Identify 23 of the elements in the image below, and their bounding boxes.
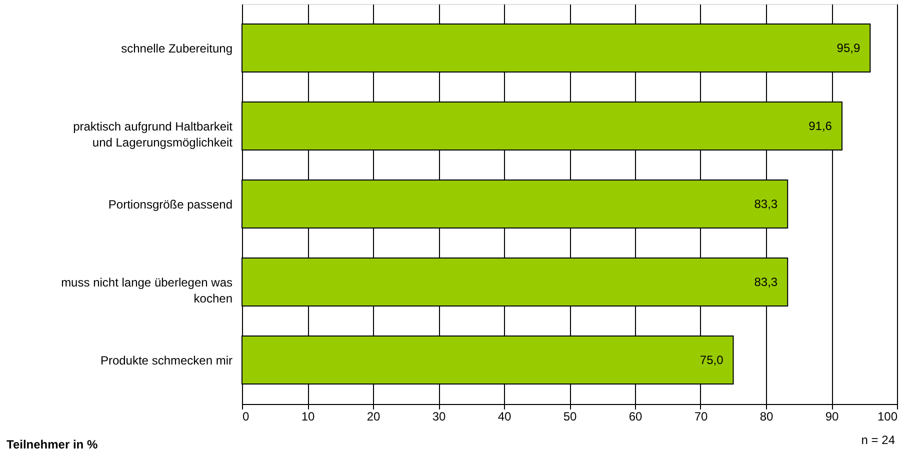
data-label: 91,6	[808, 119, 832, 133]
y-tick-label: Portionsgröße passend	[108, 198, 232, 212]
y-tick-label: muss nicht lange überlegen was kochen	[61, 276, 232, 306]
data-label: 95,9	[836, 41, 860, 55]
y-tick-label: Produkte schmecken mir	[100, 354, 233, 368]
data-label: 83,3	[754, 275, 778, 289]
x-tick-label: 30	[432, 410, 446, 424]
x-tick-label: 20	[366, 410, 380, 424]
x-tick-label: 50	[563, 410, 577, 424]
x-tick-label: 60	[628, 410, 642, 424]
y-tick-label: schnelle Zubereitung	[121, 42, 232, 56]
x-tick-label: 40	[498, 410, 512, 424]
x-tick-label: 0	[242, 410, 250, 424]
x-tick-label: 100	[877, 410, 898, 424]
text: n = 24	[861, 433, 896, 447]
x-tick-label: 10	[301, 410, 315, 424]
x-tick-label: 70	[694, 410, 708, 424]
x-tick-label: 80	[760, 410, 774, 424]
data-label: 83,3	[754, 197, 778, 211]
y-tick-label: praktisch aufgrund Haltbarkeit und Lagerungsmöglichkeit	[73, 120, 234, 150]
x-tick-label: 90	[825, 410, 839, 424]
data-label: 75,0	[700, 353, 724, 367]
x-axis-title: Teilnehmer in %	[6, 438, 98, 452]
